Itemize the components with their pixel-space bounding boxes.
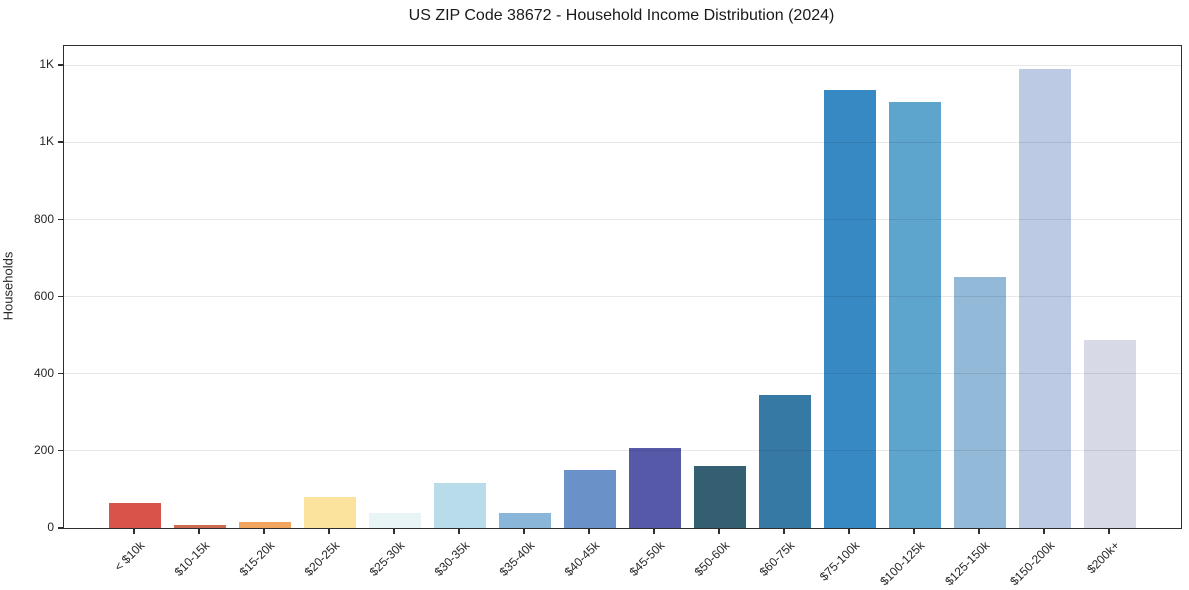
y-tick-label: 400 bbox=[33, 365, 54, 380]
x-tick-label: < $10k bbox=[111, 538, 148, 574]
x-tick-mark bbox=[328, 528, 330, 534]
chart-title: US ZIP Code 38672 - Household Income Dis… bbox=[408, 7, 835, 24]
gridline bbox=[64, 219, 1181, 221]
y-tick-label: 800 bbox=[33, 211, 54, 226]
bar-100-125k bbox=[889, 101, 941, 528]
x-tick-label: $75-100k bbox=[816, 538, 863, 584]
bar-10-15k bbox=[174, 524, 226, 528]
x-tick-mark bbox=[198, 528, 200, 534]
x-tick-mark bbox=[523, 528, 525, 534]
bar-150-200k bbox=[1019, 69, 1071, 528]
gridline bbox=[64, 141, 1181, 143]
x-tick-label: $40-45k bbox=[561, 538, 603, 579]
bar-60-75k bbox=[759, 394, 811, 528]
bar-30-35k bbox=[434, 482, 486, 528]
x-tick-mark bbox=[588, 528, 590, 534]
x-tick-label: $30-35k bbox=[431, 538, 473, 579]
y-tick-mark bbox=[58, 64, 63, 66]
x-tick-label: $50-60k bbox=[691, 538, 733, 579]
x-tick-mark bbox=[848, 528, 850, 534]
x-tick-mark bbox=[783, 528, 785, 534]
bar-50-60k bbox=[694, 466, 746, 528]
y-axis-label: Households bbox=[0, 251, 16, 321]
gridline bbox=[64, 373, 1181, 375]
x-tick-mark bbox=[653, 528, 655, 534]
bar-40-45k bbox=[564, 470, 616, 528]
y-tick-mark bbox=[58, 372, 63, 375]
x-tick-label: $20-25k bbox=[301, 538, 343, 579]
x-tick-label: $200k+ bbox=[1084, 538, 1123, 577]
x-tick-label: $150-200k bbox=[1007, 538, 1058, 589]
y-tick-label: 0 bbox=[47, 520, 54, 534]
x-tick-label: $45-50k bbox=[626, 538, 668, 579]
x-tick-label: $15-20k bbox=[236, 538, 278, 579]
x-tick-label: $60-75k bbox=[756, 538, 798, 579]
gridline bbox=[64, 296, 1181, 298]
bar-45-50k bbox=[629, 447, 681, 528]
y-tick-mark bbox=[58, 527, 63, 529]
y-tick-mark bbox=[58, 141, 63, 143]
y-tick-label: 1K bbox=[39, 134, 54, 149]
x-tick-mark bbox=[393, 528, 395, 534]
plot-area bbox=[63, 45, 1182, 529]
gridline bbox=[64, 64, 1181, 66]
x-tick-label: $35-40k bbox=[496, 538, 538, 579]
x-tick-mark bbox=[718, 528, 720, 534]
x-tick-mark bbox=[458, 528, 460, 534]
gridline bbox=[64, 450, 1181, 452]
y-tick-label: 200 bbox=[33, 442, 54, 457]
x-tick-mark bbox=[913, 528, 915, 534]
bar-10k bbox=[109, 502, 161, 528]
x-tick-label: $25-30k bbox=[366, 538, 408, 579]
bar-75-100k bbox=[824, 90, 876, 528]
bar-15-20k bbox=[239, 522, 291, 528]
bar-125-150k bbox=[954, 277, 1006, 528]
y-tick-label: 1K bbox=[39, 57, 54, 72]
y-tick-mark bbox=[58, 295, 63, 298]
x-tick-label: $10-15k bbox=[171, 538, 213, 579]
x-tick-mark bbox=[1108, 528, 1110, 534]
x-tick-mark bbox=[263, 528, 265, 534]
x-tick-label: $125-150k bbox=[942, 538, 993, 589]
x-tick-mark bbox=[1043, 528, 1045, 534]
x-tick-mark bbox=[133, 528, 135, 534]
bar-20-25k bbox=[304, 497, 356, 528]
bar-25-30k bbox=[369, 512, 421, 528]
x-tick-mark bbox=[978, 528, 980, 534]
bar-35-40k bbox=[499, 513, 551, 528]
y-tick-mark bbox=[58, 449, 63, 452]
x-tick-label: $100-125k bbox=[877, 538, 928, 589]
y-tick-mark bbox=[58, 218, 63, 221]
bar-200k bbox=[1084, 340, 1136, 528]
y-tick-label: 600 bbox=[33, 288, 54, 303]
